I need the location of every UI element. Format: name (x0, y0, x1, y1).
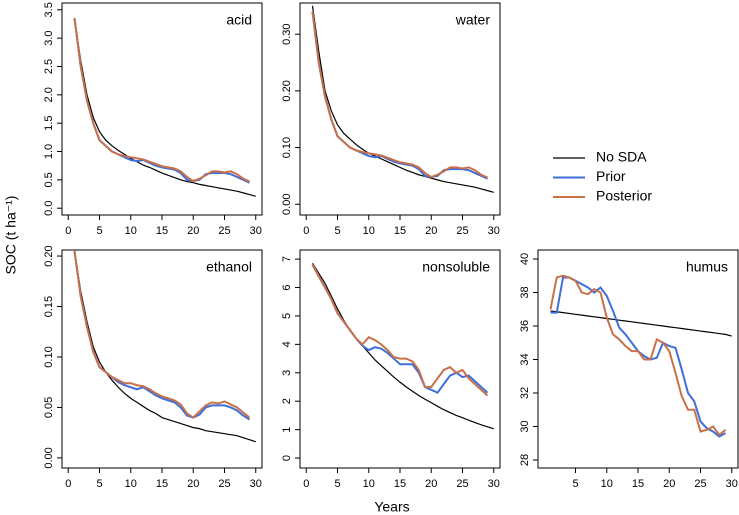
series-line (73, 18, 256, 197)
x-tick-label: 15 (394, 478, 406, 490)
x-tick-label: 20 (425, 478, 437, 490)
y-tick-label: 0.20 (281, 80, 293, 101)
x-tick-label: 5 (96, 478, 102, 490)
y-tick-label: 2 (281, 398, 293, 404)
x-tick-label: 10 (363, 478, 375, 490)
y-tick-label: 0.20 (43, 245, 55, 266)
series-line (311, 263, 494, 430)
x-tick-label: 5 (334, 478, 340, 490)
x-tick-label: 0 (65, 478, 71, 490)
y-tick-label: 36 (519, 320, 531, 332)
y-tick-label: 3.0 (43, 30, 55, 45)
x-tick-label: 25 (456, 225, 468, 237)
legend-label: No SDA (596, 149, 647, 165)
x-tick-label: 5 (96, 225, 102, 237)
series-line (311, 264, 489, 394)
x-tick-label: 15 (394, 225, 406, 237)
y-tick-label: 3 (281, 370, 293, 376)
y-tick-label: 2.5 (43, 59, 55, 74)
y-tick-label: 34 (519, 353, 531, 365)
x-tick-label: 15 (156, 478, 168, 490)
y-tick-label: 0.10 (43, 346, 55, 367)
x-tick-label: 25 (456, 478, 468, 490)
panel-title: acid (226, 12, 252, 28)
x-tick-label: 25 (694, 478, 706, 490)
series-line (73, 250, 256, 443)
legend-label: Posterior (596, 188, 652, 204)
x-tick-label: 0 (303, 478, 309, 490)
y-tick-label: 0.00 (43, 447, 55, 468)
panel-title: water (455, 12, 491, 28)
x-tick-label: 20 (187, 225, 199, 237)
y-tick-label: 0.05 (43, 397, 55, 418)
x-tick-label: 30 (726, 478, 738, 490)
y-tick-label: 28 (519, 454, 531, 466)
y-tick-label: 1.5 (43, 116, 55, 131)
y-tick-label: 0.30 (281, 23, 293, 44)
series-line (73, 250, 251, 421)
x-tick-label: 15 (156, 225, 168, 237)
y-tick-label: 0.10 (281, 137, 293, 158)
series-line (311, 11, 488, 179)
y-tick-label: 2.0 (43, 87, 55, 102)
x-tick-label: 5 (572, 478, 578, 490)
series-line (549, 274, 727, 437)
x-tick-label: 30 (250, 478, 262, 490)
y-tick-label: 0 (281, 455, 293, 461)
x-tick-label: 20 (187, 478, 199, 490)
y-tick-label: 6 (281, 284, 293, 290)
x-tick-label: 20 (663, 478, 675, 490)
series-line (73, 18, 250, 184)
x-tick-label: 0 (303, 225, 309, 237)
x-tick-label: 25 (218, 478, 230, 490)
x-tick-label: 10 (125, 478, 137, 490)
y-tick-label: 0.5 (43, 172, 55, 187)
x-tick-label: 5 (334, 225, 340, 237)
y-tick-label: 1.0 (43, 144, 55, 159)
y-tick-label: 38 (519, 286, 531, 298)
x-tick-label: 30 (488, 225, 500, 237)
series-line (311, 5, 494, 193)
series-line (73, 250, 251, 419)
y-tick-label: 0.00 (281, 194, 293, 215)
x-tick-label: 30 (488, 478, 500, 490)
plot-frame (299, 2, 501, 216)
plot-frame (537, 249, 739, 469)
series-line (550, 276, 726, 438)
y-tick-label: 40 (519, 253, 531, 265)
y-tick-label: 3.5 (43, 2, 55, 17)
x-tick-label: 10 (125, 225, 137, 237)
panel-title: humus (686, 259, 728, 275)
panel-title: nonsoluble (422, 259, 490, 275)
x-tick-label: 10 (601, 478, 613, 490)
series-line (311, 264, 489, 397)
y-tick-label: 30 (519, 420, 531, 432)
y-tick-label: 0.0 (43, 201, 55, 216)
y-tick-label: 0.15 (43, 296, 55, 317)
y-axis-label: SOC (t ha⁻¹) (3, 196, 19, 275)
x-tick-label: 25 (218, 225, 230, 237)
x-axis-label: Years (374, 499, 409, 515)
x-tick-label: 15 (632, 478, 644, 490)
series-line (311, 11, 488, 180)
y-tick-label: 4 (281, 341, 293, 347)
y-tick-label: 1 (281, 427, 293, 433)
x-tick-label: 20 (425, 225, 437, 237)
legend-label: Prior (596, 168, 626, 184)
panel-title: ethanol (206, 259, 252, 275)
y-tick-label: 7 (281, 256, 293, 262)
y-tick-label: 5 (281, 313, 293, 319)
x-tick-label: 30 (250, 225, 262, 237)
series-line (73, 18, 250, 183)
x-tick-label: 0 (65, 225, 71, 237)
y-tick-label: 32 (519, 387, 531, 399)
x-tick-label: 10 (363, 225, 375, 237)
plot-frame (61, 2, 263, 216)
series-line (550, 310, 732, 337)
